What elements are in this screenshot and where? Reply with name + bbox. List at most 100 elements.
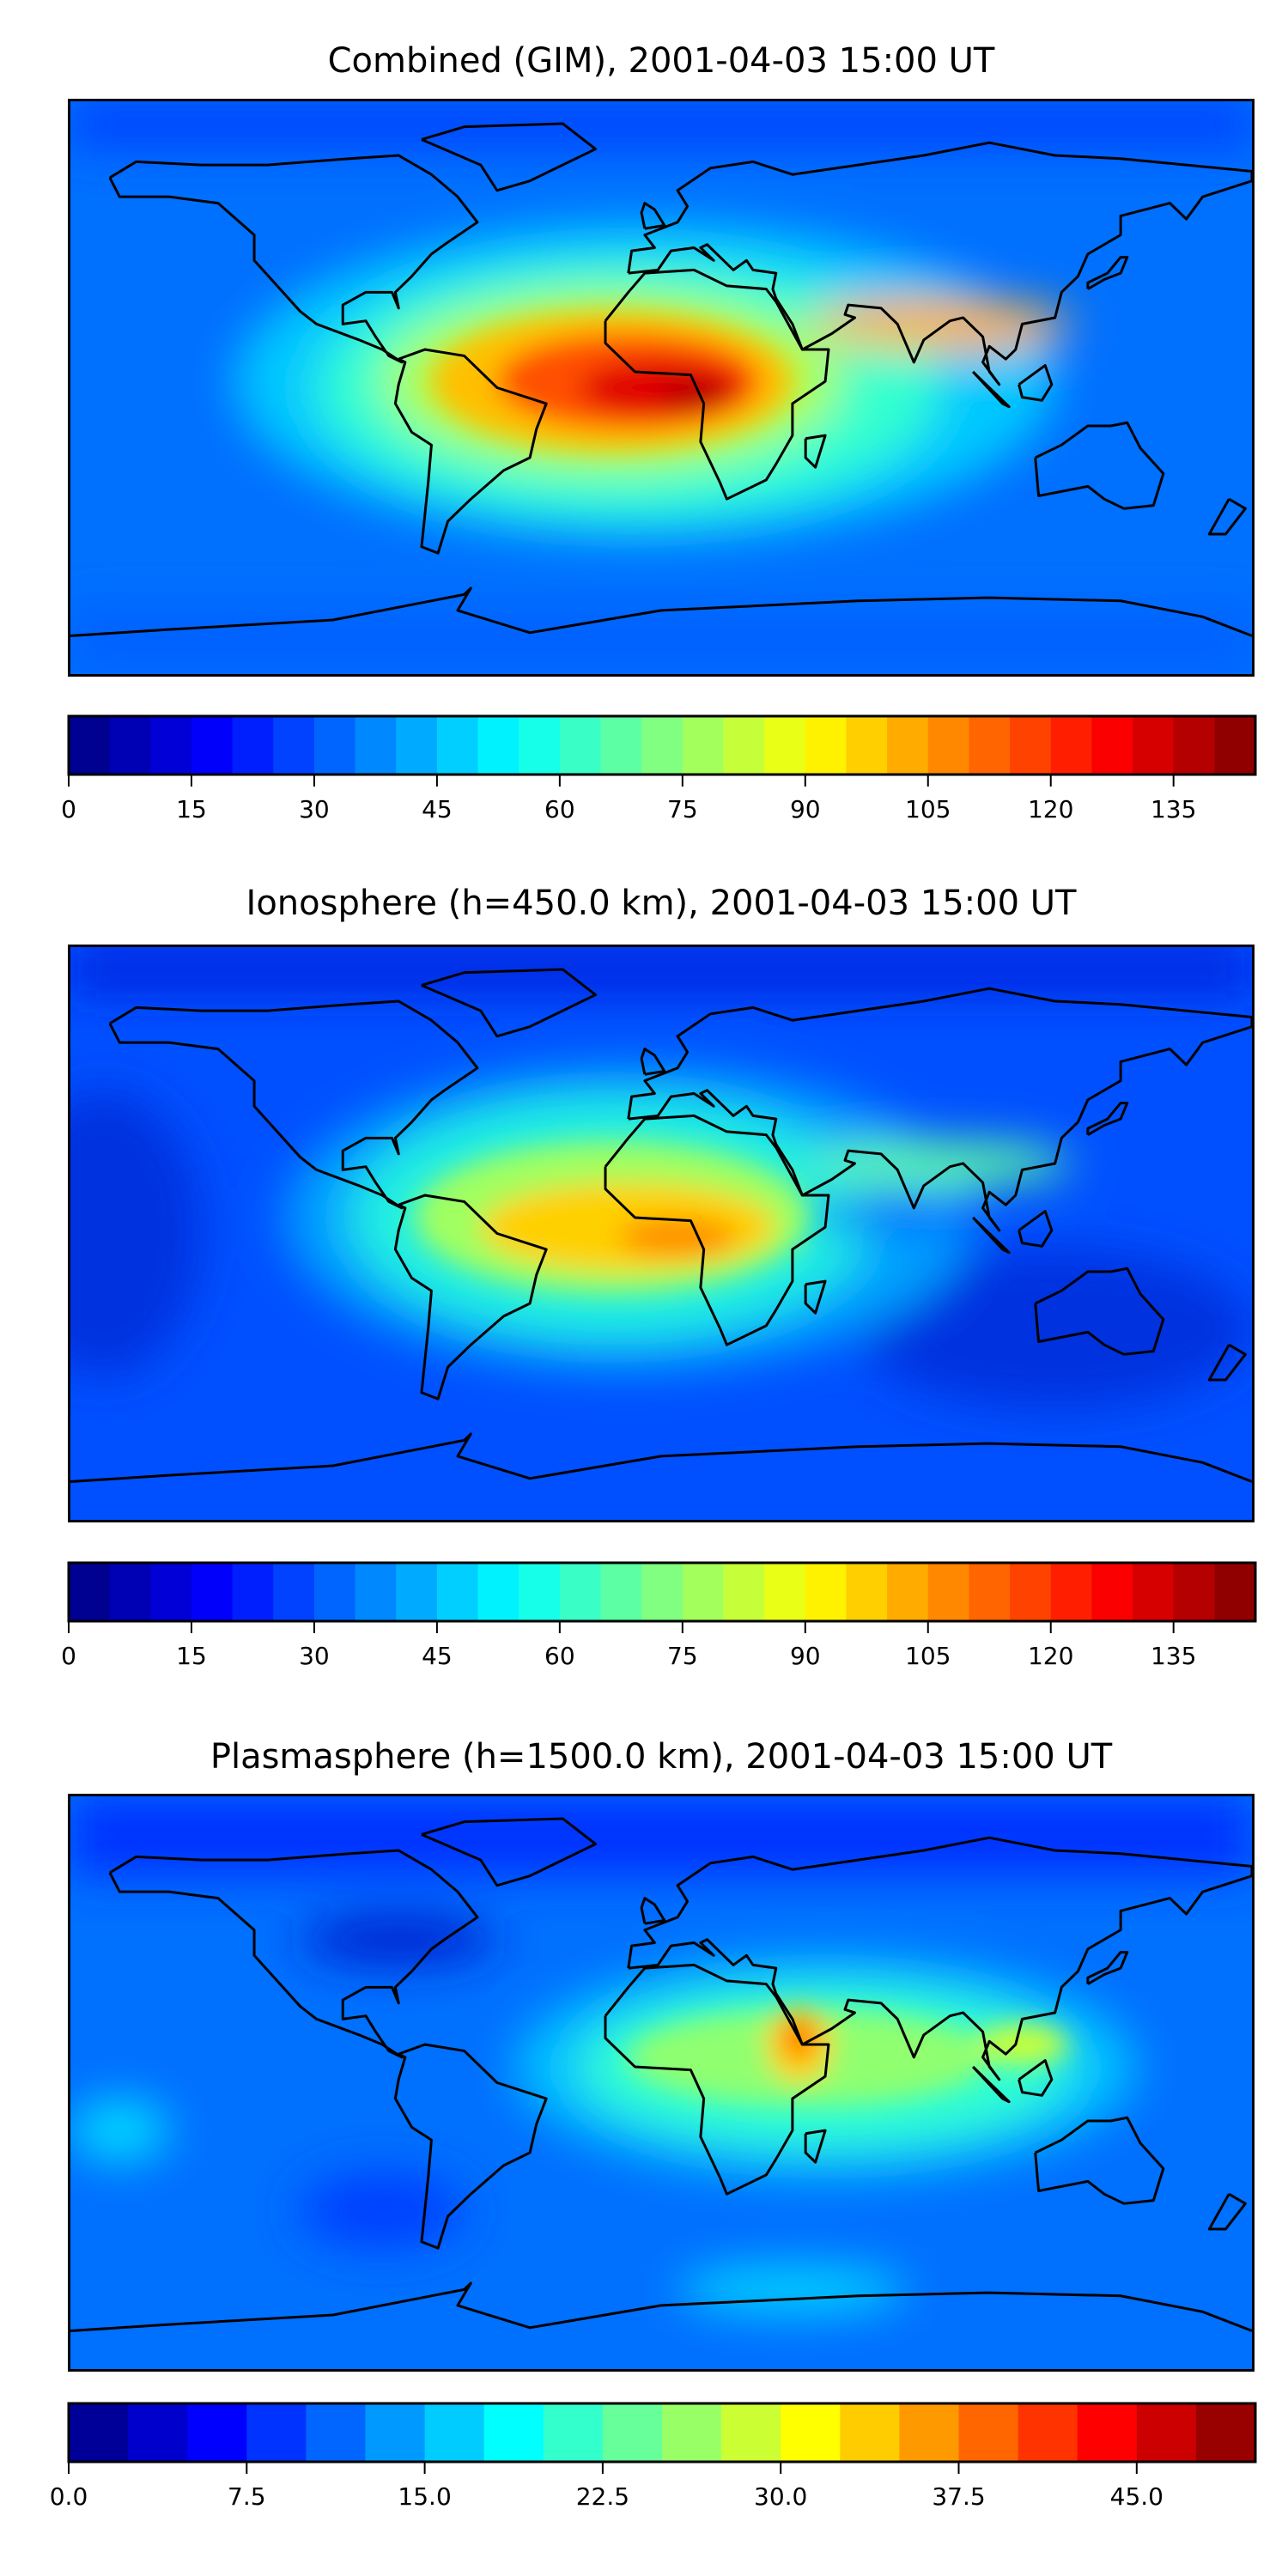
colorbar-bin bbox=[723, 716, 765, 775]
coastline-uk bbox=[641, 1049, 665, 1075]
tec-region-polar-north bbox=[70, 1796, 1252, 1876]
colorbar-bin bbox=[600, 716, 642, 775]
colorbar-bin bbox=[273, 1563, 315, 1621]
colorbar-bin bbox=[899, 2403, 959, 2462]
colorbar-bin bbox=[887, 1563, 929, 1621]
colorbar-tick-label: 105 bbox=[905, 795, 951, 823]
tec-region-polar-south bbox=[70, 610, 1252, 674]
coastline-uk bbox=[641, 204, 665, 229]
coastlines bbox=[70, 124, 1252, 636]
colorbar-bin bbox=[840, 2403, 900, 2462]
colorbar-bin bbox=[477, 1563, 519, 1621]
colorbar-bin bbox=[355, 716, 397, 775]
tec-region-polar-north bbox=[70, 947, 1252, 992]
colorbar-svg: 0.0 7.5 15.0 22.5 30.0 37.5 45.0 bbox=[50, 2402, 1257, 2511]
coastline-madagascar bbox=[805, 435, 825, 467]
map-ionosphere bbox=[68, 945, 1255, 1522]
colorbar-tick-label: 60 bbox=[544, 1642, 575, 1670]
colorbar-bin bbox=[191, 1563, 234, 1621]
tec-region-indian-low bbox=[799, 1198, 983, 1230]
coastline-africa bbox=[605, 270, 829, 499]
colorbar-bin bbox=[600, 1563, 642, 1621]
tec-region-south-pacific-low bbox=[300, 2172, 465, 2249]
colorbar-bin bbox=[764, 716, 806, 775]
tec-region-asia-band bbox=[809, 298, 1072, 350]
coastline-new-zealand bbox=[1209, 2194, 1245, 2229]
tec-region-pacific-low bbox=[70, 1090, 202, 1377]
colorbar-tick-label: 0 bbox=[61, 1642, 76, 1670]
colorbar-bin bbox=[69, 716, 111, 775]
coastline-africa bbox=[605, 1965, 829, 2194]
tec-region-pacific-high bbox=[70, 2099, 169, 2163]
colorbar-tick-label: 15.0 bbox=[398, 2482, 451, 2511]
colorbar-bin bbox=[396, 716, 438, 775]
colorbar-tick-label: 45.0 bbox=[1110, 2482, 1163, 2511]
colorbar-bin bbox=[246, 2403, 307, 2462]
colorbar-tick-label: 0 bbox=[61, 795, 76, 823]
coastline-borneo bbox=[1019, 1212, 1052, 1247]
coastline-eurasia bbox=[629, 988, 1252, 1230]
tec-region-south-low bbox=[858, 1249, 1252, 1409]
colorbar-bin bbox=[1050, 1563, 1092, 1621]
colorbar-plasmasphere: 0.0 7.5 15.0 22.5 30.0 37.5 45.0 bbox=[50, 2402, 1257, 2522]
colorbar-bin bbox=[109, 1563, 151, 1621]
coastline-sumatra bbox=[973, 372, 1009, 407]
colorbar-bin bbox=[1010, 716, 1052, 775]
colorbar-bin bbox=[805, 716, 847, 775]
colorbar-tick-label: 75 bbox=[667, 795, 698, 823]
colorbar-bin bbox=[424, 2403, 485, 2462]
coastline-north-america bbox=[110, 1850, 477, 2057]
colorbar-bin bbox=[1214, 716, 1256, 775]
colorbar-bin bbox=[191, 716, 234, 775]
colorbar-tick-label: 90 bbox=[790, 795, 821, 823]
coastline-sumatra bbox=[973, 1218, 1009, 1253]
colorbar-tick-label: 15 bbox=[176, 795, 207, 823]
plot-title-ionosphere: Ionosphere (h=450.0 km), 2001-04-03 15:0… bbox=[246, 884, 1077, 923]
colorbar-bin bbox=[1091, 716, 1133, 775]
tec-region-atlantic-low bbox=[300, 1914, 497, 1965]
coastline-antarctica bbox=[70, 588, 1252, 636]
colorbar-bin bbox=[543, 2403, 604, 2462]
coastline-madagascar bbox=[805, 1281, 825, 1313]
coastline-antarctica bbox=[70, 2283, 1252, 2331]
colorbar-tick-label: 30 bbox=[299, 1642, 330, 1670]
colorbar-tick-label: 0.0 bbox=[50, 2482, 88, 2511]
colorbar-bin bbox=[559, 716, 602, 775]
colorbar-bin bbox=[69, 1563, 111, 1621]
coastline-australia bbox=[1036, 1268, 1163, 1354]
coastline-greenland bbox=[422, 969, 596, 1036]
colorbar-tick-label: 105 bbox=[905, 1642, 951, 1670]
coastline-japan bbox=[1088, 258, 1127, 289]
colorbar-tick-label: 90 bbox=[790, 1642, 821, 1670]
colorbar-tick-label: 135 bbox=[1151, 795, 1196, 823]
colorbar-bin bbox=[396, 1563, 438, 1621]
colorbar-bin bbox=[1010, 1563, 1052, 1621]
colorbar-bin bbox=[682, 1563, 724, 1621]
colorbar-tick-label: 45 bbox=[422, 1642, 453, 1670]
coastline-south-america bbox=[395, 1195, 546, 1399]
colorbar-bin bbox=[721, 2403, 781, 2462]
colorbar-tick-label: 30 bbox=[299, 795, 330, 823]
map-combined bbox=[68, 99, 1255, 677]
coastline-eurasia bbox=[629, 143, 1252, 385]
tec-region-polar-north bbox=[70, 101, 1252, 146]
colorbar-bin bbox=[436, 716, 479, 775]
colorbar-bin bbox=[1214, 1563, 1256, 1621]
colorbar-tick-label: 135 bbox=[1151, 1642, 1196, 1670]
colorbar-tick-label: 37.5 bbox=[932, 2482, 985, 2511]
colorbar-bin bbox=[436, 1563, 479, 1621]
colorbar-bin bbox=[273, 716, 315, 775]
colorbar-tick-label: 30.0 bbox=[754, 2482, 807, 2511]
colorbar-bin bbox=[306, 2403, 366, 2462]
coastline-borneo bbox=[1019, 2061, 1052, 2096]
tec-region-orange bbox=[618, 1217, 737, 1256]
colorbar-bin bbox=[150, 716, 192, 775]
colorbar-bin bbox=[781, 2403, 841, 2462]
coastline-new-zealand bbox=[1209, 499, 1245, 534]
colorbar-tick-label: 22.5 bbox=[576, 2482, 629, 2511]
colorbar-bin bbox=[958, 2403, 1019, 2462]
tec-region-asia-high bbox=[975, 2025, 1068, 2064]
coastline-south-america bbox=[395, 349, 546, 553]
colorbar-bin bbox=[313, 716, 356, 775]
colorbar-bin bbox=[1136, 2403, 1197, 2462]
